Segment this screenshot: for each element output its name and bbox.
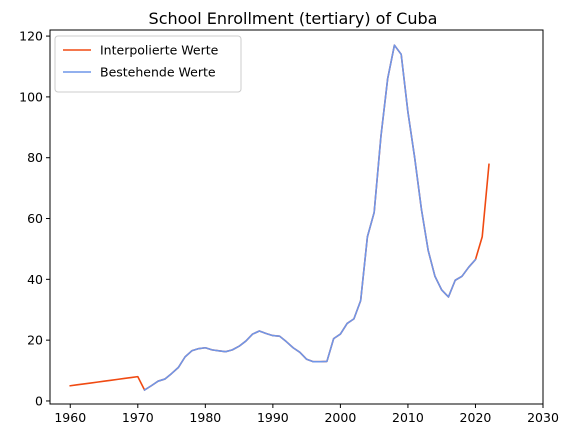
x-tick-label: 1990 bbox=[257, 410, 289, 425]
x-axis-ticks: 1960 1970 1980 1990 2000 2010 2020 2030 bbox=[54, 404, 559, 425]
legend: Interpolierte Werte Bestehende Werte bbox=[54, 35, 242, 93]
y-tick-label: 80 bbox=[27, 150, 43, 165]
series-line-2 bbox=[143, 44, 477, 392]
legend-label: Bestehende Werte bbox=[100, 65, 216, 80]
series-layer bbox=[69, 44, 490, 392]
chart-title: School Enrollment (tertiary) of Cuba bbox=[149, 9, 438, 28]
y-tick-label: 0 bbox=[35, 393, 43, 408]
y-tick-label: 100 bbox=[19, 89, 43, 104]
y-tick-label: 120 bbox=[19, 29, 43, 44]
x-tick-label: 1980 bbox=[189, 410, 221, 425]
axes-frame bbox=[49, 29, 544, 405]
x-tick-label: 2000 bbox=[324, 410, 356, 425]
x-tick-label: 2020 bbox=[460, 410, 492, 425]
y-tick-label: 60 bbox=[27, 211, 43, 226]
legend-box bbox=[54, 35, 242, 93]
y-axis-ticks: 0 20 40 60 80 100 120 bbox=[19, 29, 50, 408]
x-tick-label: 2010 bbox=[392, 410, 424, 425]
x-tick-label: 1960 bbox=[54, 410, 86, 425]
y-tick-label: 40 bbox=[27, 272, 43, 287]
x-tick-label: 2030 bbox=[527, 410, 559, 425]
plot-area: 1960 1970 1980 1990 2000 2010 2020 2030 0 20 40 60… bbox=[19, 29, 559, 425]
legend-label: Interpolierte Werte bbox=[100, 43, 219, 58]
x-tick-label: 1970 bbox=[122, 410, 154, 425]
y-tick-label: 20 bbox=[27, 333, 43, 348]
